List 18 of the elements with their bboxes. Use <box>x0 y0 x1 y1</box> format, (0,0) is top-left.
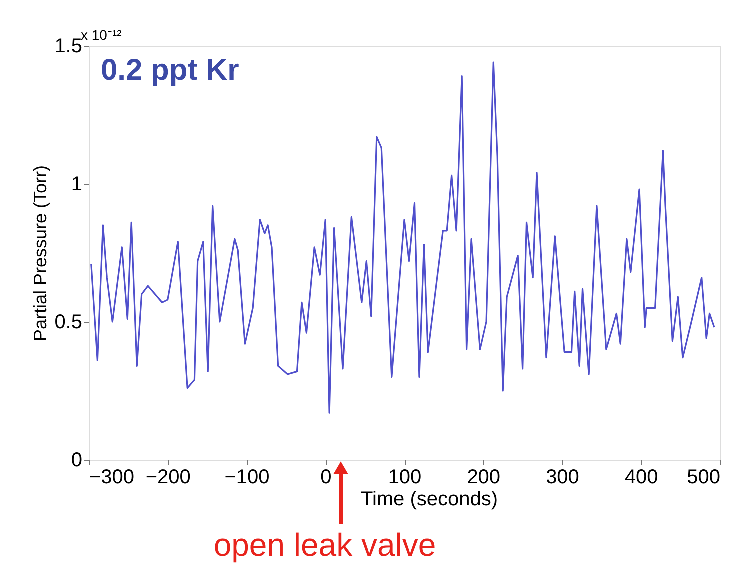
x-tick-label: 500 <box>687 466 720 488</box>
x-tick-label: 300 <box>546 466 580 488</box>
x-tick-label: 200 <box>467 466 501 488</box>
x-tick-label: −300 <box>90 466 135 488</box>
chart-title: 0.2 ppt Kr <box>101 54 240 87</box>
y-tick-label: 0 <box>71 450 82 472</box>
x-axis-title: Time (seconds) <box>360 488 498 510</box>
text: open leak valve <box>214 527 436 563</box>
x-tick-label: −200 <box>146 466 191 488</box>
y-tick-label: 0.5 <box>54 312 82 334</box>
y-tick-label: 1 <box>71 174 82 196</box>
x-tick-label: 0 <box>320 466 332 488</box>
text: x 10⁻¹² <box>81 27 122 43</box>
x-tick-label: −100 <box>224 466 270 488</box>
x-tick-label: 100 <box>388 466 422 488</box>
y-axis-title: Partial Pressure (Torr) <box>30 165 51 342</box>
x-tick-label: 400 <box>624 466 658 488</box>
y-tick-label: 1.5 <box>54 36 82 58</box>
